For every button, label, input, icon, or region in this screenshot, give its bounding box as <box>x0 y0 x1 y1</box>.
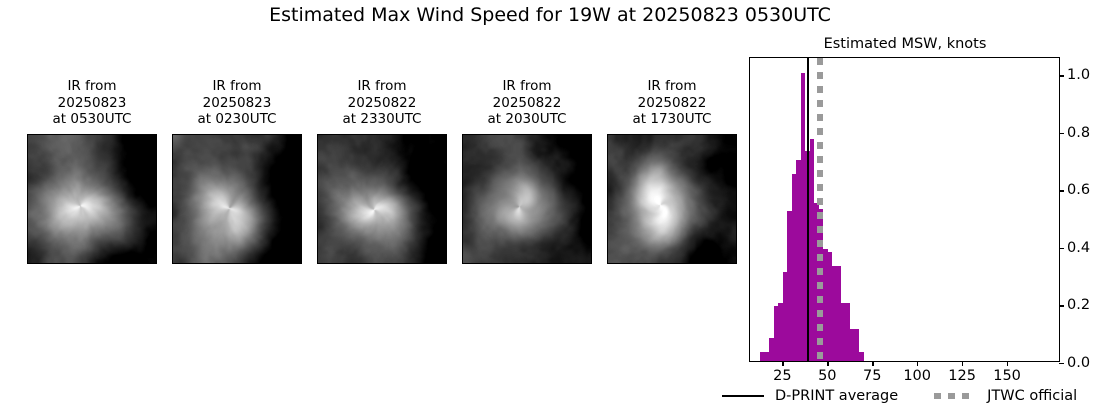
x-axis-tick <box>782 361 784 366</box>
ir-panel-1730utc: IR from 20250822 at 1730UTC <box>602 78 742 264</box>
histogram-bar <box>836 266 842 361</box>
ir-panel-caption: IR from 20250822 at 2330UTC <box>342 78 422 127</box>
y-axis-tick-label: 0.2 <box>1067 297 1091 314</box>
histogram-bar <box>827 251 833 361</box>
histogram-bar <box>796 159 801 361</box>
histogram-bar <box>769 337 774 361</box>
histogram-bar <box>841 303 846 361</box>
y-axis-tick-label: 1.0 <box>1067 67 1091 84</box>
histogram-bar <box>845 303 851 361</box>
legend-dotted-line-icon <box>934 393 977 399</box>
y-axis-tick <box>1059 363 1064 365</box>
x-axis-tick-label: 125 <box>948 368 976 384</box>
histogram-figure: Estimated MSW, knots 25 50 75 100 125 150 0.0 0… <box>749 36 1100 384</box>
histogram-bar <box>854 329 860 361</box>
y-axis-tick <box>1059 190 1064 192</box>
histogram-bar <box>814 202 819 361</box>
ir-panel-caption: IR from 20250823 at 0530UTC <box>52 78 132 127</box>
y-axis-tick-label: 0.6 <box>1067 182 1091 199</box>
histogram-bar <box>859 352 864 361</box>
x-axis-tick <box>872 361 874 366</box>
dprint-average-line <box>807 58 810 361</box>
ir-panel-caption: IR from 20250822 at 2030UTC <box>487 78 567 127</box>
x-axis-tick-label: 25 <box>773 368 792 384</box>
histogram-bar <box>787 211 792 361</box>
ir-satellite-image <box>317 133 447 264</box>
y-axis-tick <box>1059 75 1064 77</box>
chart-axes: 2550751001251500.00.20.40.60.81.0Relativ… <box>749 57 1100 384</box>
page-title: Estimated Max Wind Speed for 19W at 2025… <box>269 4 831 26</box>
chart-plot-area <box>750 58 1059 361</box>
ir-panel-strip: IR from 20250823 at 0530UTC IR from 20250… <box>0 78 745 288</box>
legend-solid-line-icon <box>722 395 764 397</box>
y-axis-tick <box>1059 305 1064 307</box>
histogram-bar <box>800 73 806 361</box>
ir-panel-2030utc: IR from 20250822 at 2030UTC <box>457 78 597 264</box>
chart-legend: D-PRINT average JTWC official <box>722 386 1092 406</box>
legend-label: JTWC official <box>987 388 1078 404</box>
y-axis-tick <box>1059 247 1064 250</box>
x-axis-tick-label: 150 <box>993 368 1021 384</box>
x-axis-tick <box>917 361 919 366</box>
y-axis-tick-label: 0.4 <box>1067 239 1091 256</box>
histogram-bar <box>764 352 770 361</box>
legend-label: D-PRINT average <box>775 388 899 404</box>
histogram-bar <box>773 306 779 361</box>
histogram-bar <box>791 173 797 361</box>
x-axis-tick-label: 100 <box>903 368 932 384</box>
histogram-bar <box>809 139 815 361</box>
histogram-bar <box>850 329 855 361</box>
y-axis-tick-label: 0.8 <box>1067 124 1091 141</box>
histogram-bar <box>782 271 788 361</box>
ir-panel-2330utc: IR from 20250822 at 2330UTC <box>312 78 452 264</box>
legend-item: D-PRINT average <box>722 388 898 404</box>
y-axis-tick-label: 0.0 <box>1067 355 1091 371</box>
ir-panel-caption: IR from 20250823 at 0230UTC <box>197 78 277 127</box>
histogram-bar <box>832 266 837 361</box>
ir-panel-caption: IR from 20250822 at 1730UTC <box>632 78 712 127</box>
y-axis-tick <box>1059 132 1064 135</box>
x-axis-tick-label: 75 <box>863 368 882 384</box>
jtwc-official-line <box>817 58 824 361</box>
x-axis-tick <box>962 361 964 366</box>
x-axis-tick <box>827 361 829 366</box>
x-axis-tick <box>1007 361 1009 366</box>
ir-satellite-image <box>607 133 737 264</box>
histogram-bar <box>823 248 828 361</box>
ir-panel-0230utc: IR from 20250823 at 0230UTC <box>167 78 307 264</box>
ir-satellite-image <box>27 133 157 264</box>
ir-panel-0530utc: IR from 20250823 at 0530UTC <box>22 78 162 264</box>
ir-satellite-image <box>172 133 302 264</box>
ir-satellite-image <box>462 133 592 264</box>
x-axis-tick-label: 50 <box>818 368 837 384</box>
chart-title: Estimated MSW, knots <box>823 36 987 52</box>
legend-item: JTWC official <box>934 388 1077 404</box>
histogram-bar <box>760 352 765 361</box>
histogram-bar <box>778 303 783 361</box>
